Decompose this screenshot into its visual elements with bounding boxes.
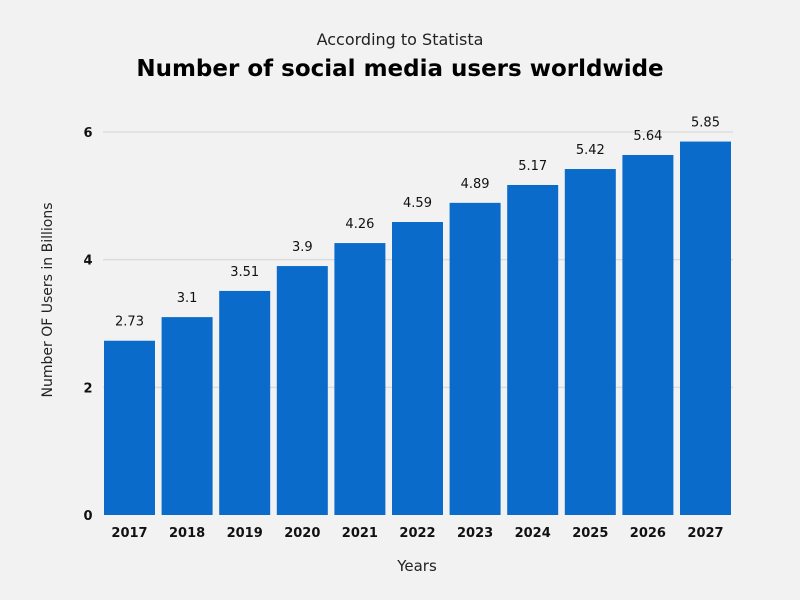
bar [161, 317, 213, 515]
chart-subtitle: According to Statista [316, 30, 484, 49]
bar [392, 222, 443, 515]
x-tick-label: 2019 [227, 526, 263, 541]
x-tick-label: 2027 [687, 526, 723, 541]
y-tick-label: 0 [83, 509, 92, 524]
y-tick-label: 6 [83, 126, 92, 141]
data-label: 3.9 [292, 240, 313, 255]
x-tick-label: 2024 [515, 526, 551, 541]
y-tick-label: 2 [83, 381, 92, 396]
data-label: 4.59 [403, 196, 432, 211]
bar [449, 202, 501, 516]
x-axis-label: Years [397, 557, 437, 575]
x-tick-label: 2017 [111, 526, 147, 541]
x-tick-label: 2022 [399, 526, 435, 541]
data-label: 4.26 [345, 217, 374, 232]
bar [680, 141, 731, 515]
bar [276, 266, 328, 515]
bar [622, 154, 674, 516]
data-label: 2.73 [115, 315, 144, 330]
x-tick-label: 2018 [169, 526, 205, 541]
x-tick-label: 2026 [630, 526, 666, 541]
data-label: 5.64 [633, 129, 662, 144]
data-label: 4.89 [461, 177, 490, 192]
data-label: 5.42 [576, 143, 605, 158]
bar [219, 290, 271, 515]
x-tick-label: 2021 [342, 526, 378, 541]
data-label: 3.51 [230, 265, 259, 280]
bar [104, 340, 155, 515]
x-tick-label: 2025 [572, 526, 608, 541]
bar [507, 184, 559, 515]
data-label: 3.1 [177, 291, 198, 306]
x-tick-label: 2023 [457, 526, 493, 541]
bar [334, 243, 386, 515]
chart-title: Number of social media users worldwide [136, 56, 664, 82]
bar [564, 169, 616, 516]
x-tick-label: 2020 [284, 526, 320, 541]
data-label: 5.85 [691, 116, 720, 131]
data-label: 5.17 [518, 159, 547, 174]
y-tick-label: 4 [83, 254, 92, 269]
